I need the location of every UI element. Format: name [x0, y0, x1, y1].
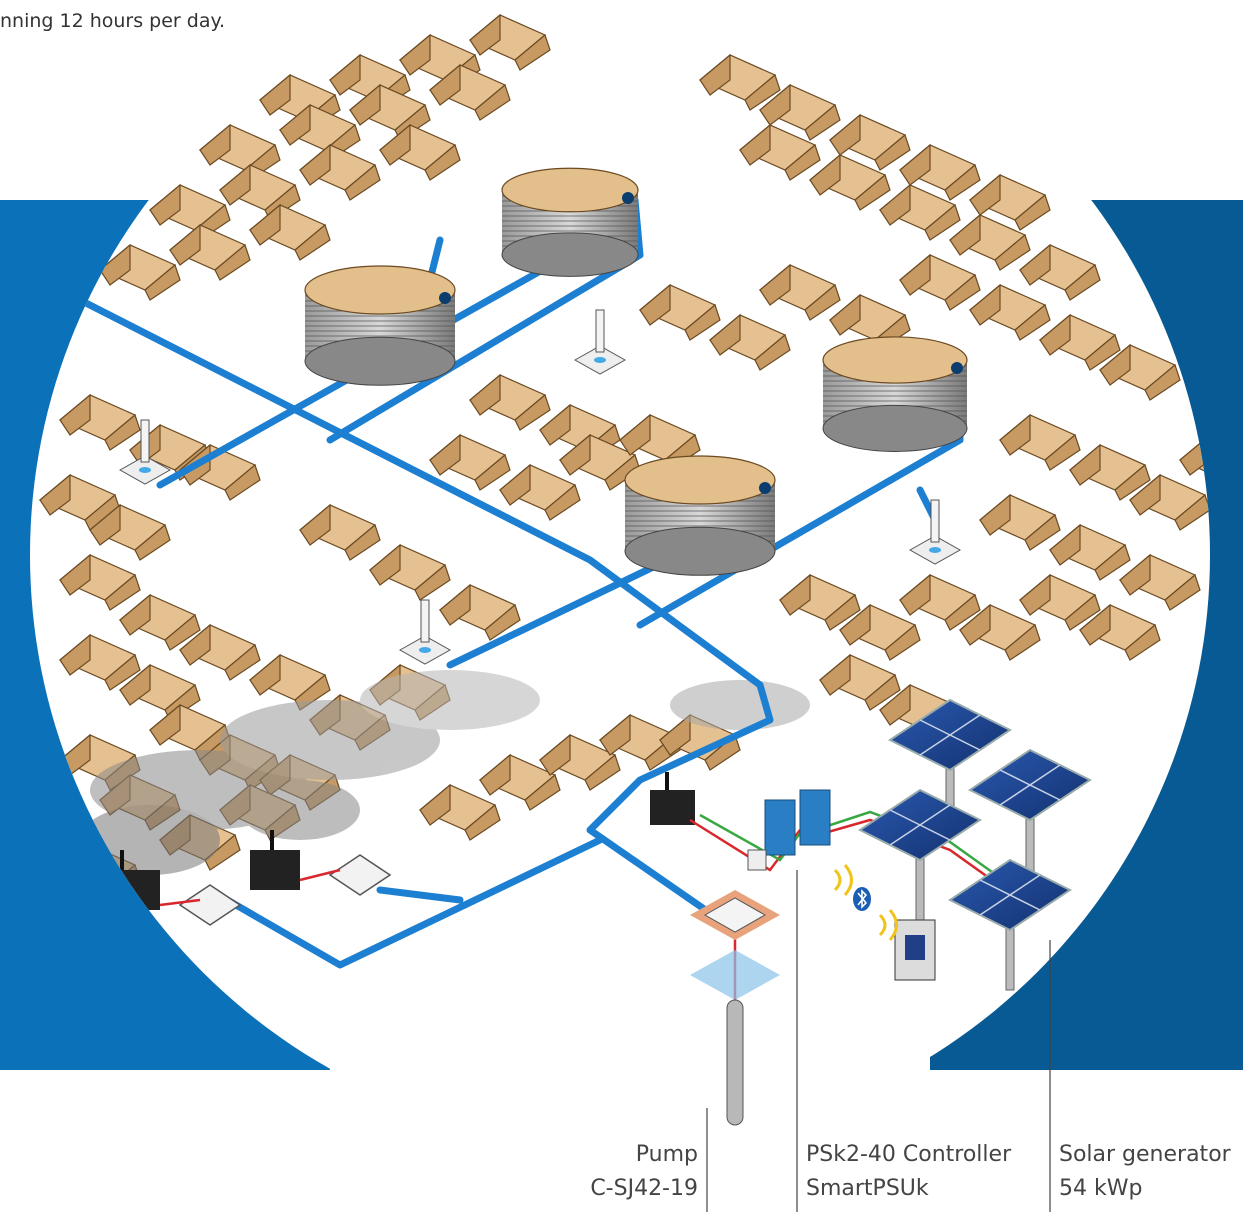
bluetooth-icon	[853, 887, 871, 911]
solar-label: Solar generator 54 kWp	[1059, 1138, 1239, 1206]
controller-label-line2: SmartPSUk	[806, 1176, 929, 1201]
camp-circle	[30, 0, 1210, 1145]
pump-unit	[726, 999, 744, 1126]
controller-label-line1: PSk2-40 Controller	[806, 1142, 1012, 1167]
solar-array	[858, 698, 1092, 991]
solar-label-line2: 54 kWp	[1059, 1176, 1143, 1201]
pump-label-line1: Pump	[635, 1142, 698, 1167]
wireless-signal-icon	[833, 864, 898, 941]
pump-label: Pump C-SJ42-19	[560, 1138, 698, 1206]
controller-label: PSk2-40 Controller SmartPSUk	[806, 1138, 1036, 1206]
junction-boxes	[178, 854, 392, 926]
pump-wellhead	[690, 890, 780, 1000]
water-taps	[118, 309, 962, 665]
caption-text: nning 12 hours per day.	[0, 10, 226, 32]
generator-smoke	[80, 670, 810, 875]
controllers	[747, 789, 831, 871]
solar-label-line1: Solar generator	[1059, 1142, 1231, 1167]
smartpsuk-device	[894, 919, 936, 981]
water-tanks	[304, 167, 968, 576]
pump-label-line2: C-SJ42-19	[590, 1176, 698, 1201]
